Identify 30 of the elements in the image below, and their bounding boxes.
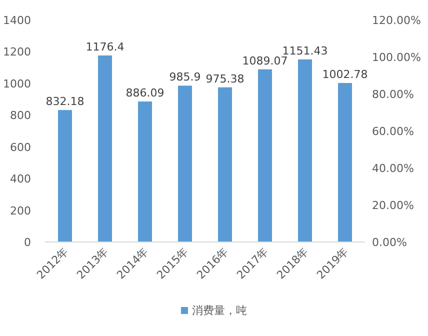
data-label: 975.38 (206, 72, 244, 86)
y-tick-label: 200 (10, 204, 31, 218)
data-label: 985.9 (169, 70, 201, 84)
bar (258, 69, 272, 242)
bar (338, 82, 352, 242)
y2-tick-label: 100.00% (372, 51, 421, 64)
y2-tick-label: 0.00% (372, 236, 407, 249)
y-tick-label: 400 (10, 172, 31, 186)
y-tick-label: 600 (10, 140, 31, 154)
bar (218, 87, 232, 242)
y-tick-label: 800 (10, 109, 31, 122)
data-label: 1176.4 (86, 40, 124, 54)
data-label: 1002.78 (322, 68, 368, 81)
data-label: 832.18 (46, 95, 84, 108)
bar (178, 86, 192, 242)
y-tick-label: 1000 (3, 77, 31, 90)
y2-tick-label: 80.00% (372, 88, 414, 101)
bar (58, 110, 72, 242)
y-tick-label: 1200 (3, 46, 31, 59)
y-tick-label: 1400 (3, 14, 31, 27)
y2-tick-label: 40.00% (372, 162, 414, 175)
y2-tick-label: 20.00% (372, 199, 414, 212)
bar (98, 55, 112, 242)
bar (298, 59, 312, 242)
y2-tick-label: 120.00% (372, 14, 421, 27)
y2-tick-label: 60.00% (372, 125, 414, 138)
y-tick-label: 0 (24, 236, 31, 249)
data-label: 886.09 (126, 86, 164, 100)
legend-label: 消费量，吨 (192, 304, 247, 317)
bar (138, 101, 152, 242)
